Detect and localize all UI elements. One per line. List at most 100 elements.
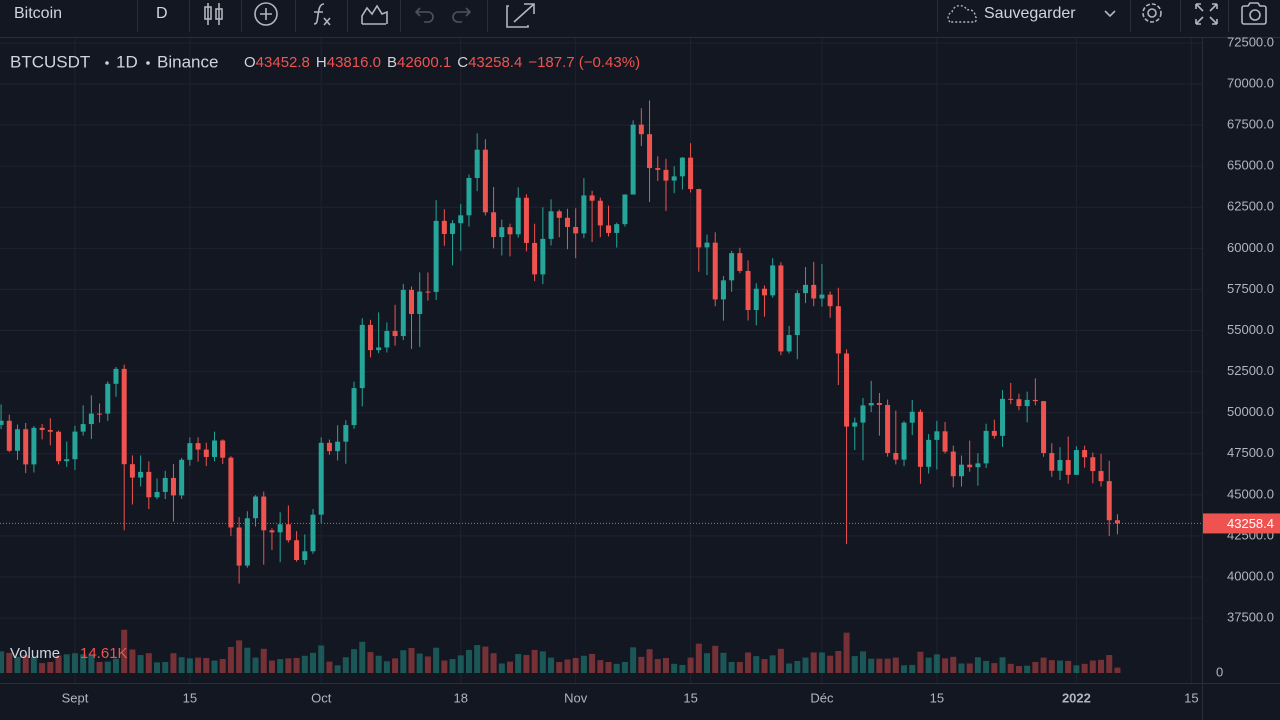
candle-body (958, 464, 964, 477)
volume-bar (835, 651, 842, 673)
candle-body (138, 471, 144, 478)
volume-name: Volume (10, 645, 60, 662)
candle-body (778, 265, 784, 352)
candle-body (647, 134, 653, 169)
volume-bar (457, 655, 464, 673)
volume-bar (991, 663, 998, 673)
candle-body (811, 284, 817, 299)
volume-bar (1098, 659, 1105, 673)
time-axis-bg (0, 683, 1280, 720)
volume-bar (1032, 662, 1039, 673)
volume-bar (753, 656, 760, 673)
candle-body (318, 442, 324, 515)
interval-button[interactable]: D (156, 5, 168, 22)
legend-ohlc: O43452.8 H43816.0 B42600.1 C43258.4 −187.7 (… (244, 54, 640, 71)
last-price-label: 43258.4 (1227, 516, 1274, 531)
icon (361, 4, 388, 24)
candle-body (409, 289, 415, 314)
candle-body (195, 443, 201, 450)
candle-body (803, 284, 809, 294)
volume-bar (654, 659, 661, 673)
volume-bar (244, 647, 251, 673)
candle-body (696, 189, 702, 248)
x-tick-label: Déc (810, 690, 834, 705)
ohlc-value: 43258.4 (468, 54, 522, 71)
candle-body (310, 514, 316, 552)
indicators-button[interactable] (313, 3, 331, 26)
volume-bar (211, 660, 218, 673)
x-tick-label: Oct (311, 690, 332, 705)
volume-bar (769, 655, 776, 673)
redo-button[interactable] (452, 7, 472, 23)
candle-body (1082, 450, 1088, 458)
candle-body (1057, 459, 1063, 471)
y-tick-label: 62500.0 (1227, 199, 1274, 214)
undo-button[interactable] (414, 7, 434, 23)
candle-body (121, 368, 127, 465)
settings-button[interactable] (1142, 3, 1162, 23)
volume-bar (408, 648, 415, 673)
volume-bar (268, 660, 275, 673)
candle-body (655, 168, 661, 170)
candle-body (154, 491, 160, 498)
separator-dot (105, 61, 109, 65)
templates-button[interactable] (361, 4, 388, 25)
screenshot-button[interactable] (1241, 2, 1267, 25)
y-tick-label: 55000.0 (1227, 322, 1274, 337)
volume-bar (892, 657, 899, 673)
volume-bar (777, 648, 784, 673)
fullscreen-chart-button[interactable] (506, 3, 535, 28)
volume-bar (515, 653, 522, 673)
volume-bar (498, 663, 505, 673)
x-tick-label: 15 (683, 690, 697, 705)
candle-body (6, 420, 12, 451)
icon (1241, 2, 1267, 25)
volume-bar (80, 654, 87, 673)
volume-bar (523, 655, 530, 673)
candle-body (844, 353, 850, 427)
volume-bar (794, 660, 801, 673)
y-tick-label: 72500.0 (1227, 34, 1274, 49)
volume-bar (539, 651, 546, 673)
y-tick-label: 45000.0 (1227, 486, 1274, 501)
volume-bar (22, 655, 29, 673)
candle-body (228, 457, 234, 528)
volume-bar (252, 657, 259, 673)
save-label: Sauvegarder (984, 5, 1076, 22)
save-button[interactable]: Sauvegarder (947, 4, 1116, 23)
candle-body (1114, 520, 1120, 524)
volume-bar (507, 661, 514, 673)
volume-bar (14, 656, 21, 673)
symbol-button[interactable]: Bitcoin (14, 5, 62, 22)
toolbar-bg (0, 0, 1280, 37)
volume-bar (219, 659, 226, 673)
icon (506, 3, 535, 28)
volume-bar (1024, 665, 1031, 673)
toolbar: Bitcoin D (0, 0, 1280, 38)
candle-body (261, 496, 267, 531)
separator-dot (146, 61, 150, 65)
volume-bar (843, 632, 850, 673)
candle-body (606, 225, 612, 233)
volume-bar (342, 657, 349, 673)
candle-body (211, 440, 217, 457)
candle-body (573, 226, 579, 234)
candle-body (56, 431, 62, 462)
x-tick-label: Sept (62, 690, 89, 705)
candle-body (967, 464, 973, 468)
volume-bar (761, 659, 768, 673)
candle-body (893, 452, 899, 460)
fullscreen-button[interactable] (1195, 3, 1218, 25)
volume-bar (186, 658, 193, 673)
ohlc-value: 43452.8 (256, 54, 310, 71)
volume-bar (162, 662, 169, 673)
chart-type-button[interactable] (204, 3, 223, 25)
change-value: −187.7 (−0.43%) (528, 54, 640, 71)
candle-body (745, 270, 751, 310)
volume-tick-label: 0 (1216, 664, 1223, 679)
volume-bar (671, 663, 678, 673)
compare-button[interactable] (254, 2, 278, 26)
candle-body (548, 211, 554, 239)
candle-body (1049, 453, 1055, 471)
candle-body (203, 449, 209, 457)
